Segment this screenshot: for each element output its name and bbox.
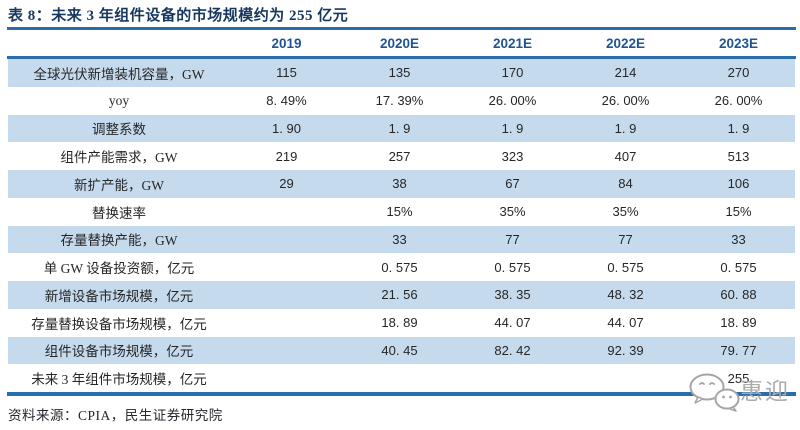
row-label: 未来 3 年组件市场规模，亿元: [31, 372, 207, 388]
table-cell: 1. 9: [501, 120, 524, 136]
table-cell: 0. 575: [381, 259, 418, 275]
table-row: 调整系数 1. 90 1. 9 1. 9 1. 9 1. 9: [8, 114, 795, 143]
row-label: 新扩产能，GW: [74, 177, 164, 193]
table-row: 组件产能需求，GW 219 257 323 407 513: [8, 142, 795, 170]
table-cell: 135: [388, 65, 411, 81]
table-cell: 44. 07: [494, 315, 531, 331]
table-cell: 1. 9: [727, 120, 750, 136]
table-row: 未来 3 年组件市场规模，亿元 255: [8, 364, 795, 392]
table-cell: 44. 07: [607, 315, 644, 331]
table-cell: 0. 575: [494, 259, 531, 275]
table-cell: 35%: [612, 204, 639, 220]
row-label: 全球光伏新增装机容量，GW: [33, 66, 205, 82]
watermark-text: 惠迎: [740, 379, 790, 404]
table-cell: 407: [614, 148, 637, 164]
table-cell: 115: [276, 65, 297, 81]
table-cell: 35%: [499, 204, 526, 220]
table-row: yoy 8. 49% 17. 39% 26. 00% 26. 00% 26. 00%: [8, 86, 795, 115]
table-cell: 18. 89: [720, 315, 757, 331]
table-cell: 26. 00%: [488, 93, 537, 109]
table-cell: 60. 88: [720, 287, 757, 303]
table-bottom-rule: [7, 392, 796, 396]
source-note: 资料来源：CPIA，民生证券研究院: [8, 408, 223, 423]
table-cell: 1. 9: [388, 120, 411, 136]
row-label-column-spacer: [8, 43, 230, 44]
table-cell: 38. 35: [494, 287, 531, 303]
row-label: 调整系数: [92, 122, 146, 138]
table-cell: 8. 49%: [266, 93, 307, 109]
row-label: 新增设备市场规模，亿元: [44, 288, 194, 304]
table-cell: 84: [618, 176, 633, 192]
table-cell: 323: [501, 148, 524, 164]
row-label: 存量替换设备市场规模，亿元: [31, 316, 207, 332]
table-cell: 67: [505, 176, 520, 192]
table-cell: 214: [614, 65, 637, 81]
table-row: 新增设备市场规模，亿元 21. 56 38. 35 48. 32 60. 88: [8, 281, 795, 309]
table-cell: 1. 9: [614, 120, 637, 136]
column-header-2019: 2019: [271, 36, 302, 51]
table-cell: 92. 39: [607, 342, 644, 358]
table-row: 单 GW 设备投资额，亿元 0. 575 0. 575 0. 575 0. 575: [8, 253, 795, 281]
column-header-2021E: 2021E: [492, 36, 533, 51]
row-label: 组件设备市场规模，亿元: [44, 344, 194, 360]
row-label: 组件产能需求，GW: [60, 150, 178, 166]
table-cell: 0. 575: [720, 259, 757, 275]
table-cell: 82. 42: [494, 342, 531, 358]
table-cell: 33: [731, 231, 746, 247]
table-cell: 77: [618, 231, 633, 247]
table-cell: 106: [727, 176, 750, 192]
row-label: 存量替换产能，GW: [60, 233, 178, 249]
table-title: 表 8：未来 3 年组件设备的市场规模约为 255 亿元: [8, 8, 349, 24]
table-cell: 257: [388, 148, 411, 164]
row-label: 替换速率: [92, 205, 146, 221]
row-label: yoy: [108, 92, 130, 108]
table-row: 组件设备市场规模，亿元 40. 45 82. 42 92. 39 79. 77: [8, 336, 795, 365]
table-cell: 18. 89: [381, 315, 418, 331]
table-cell: 219: [275, 148, 298, 164]
table-row: 新扩产能，GW 29 38 67 84 106: [8, 170, 795, 198]
column-header-row: 2019 2020E 2021E 2022E 2023E: [8, 31, 795, 56]
table-cell: 255: [727, 370, 750, 386]
table-cell: 77: [505, 231, 520, 247]
table-cell: 270: [727, 65, 750, 81]
table-row: 存量替换设备市场规模，亿元 18. 89 44. 07 44. 07 18. 89: [8, 308, 795, 337]
table-cell: 21. 56: [381, 287, 418, 303]
table-cell: 33: [392, 231, 407, 247]
column-header-2022E: 2022E: [605, 36, 646, 51]
table-row: 全球光伏新增装机容量，GW 115 135 170 214 270: [8, 59, 795, 87]
wechat-watermark: 惠迎: [688, 372, 790, 412]
title-underline: [7, 27, 796, 30]
table-cell: 17. 39%: [375, 93, 424, 109]
table-cell: 48. 32: [607, 287, 644, 303]
table-body: 全球光伏新增装机容量，GW 115 135 170 214 270 yoy 8. 49% 17.…: [8, 59, 795, 392]
table-cell: 26. 00%: [601, 93, 650, 109]
table-cell: 38: [392, 176, 407, 192]
column-header-2020E: 2020E: [379, 36, 420, 51]
table-cell: 0. 575: [607, 259, 644, 275]
wechat-icon: [689, 373, 740, 412]
table-cell: 15%: [386, 204, 413, 220]
table-cell: 29: [279, 176, 294, 192]
table-row: 存量替换产能，GW 33 77 77 33: [8, 225, 795, 254]
table-cell: 79. 77: [720, 342, 757, 358]
table-cell: 170: [501, 65, 524, 81]
table-row: 替换速率 15% 35% 35% 15%: [8, 197, 795, 226]
table-cell: 1. 90: [272, 120, 301, 136]
table-cell: 26. 00%: [714, 93, 763, 109]
table-cell: 40. 45: [381, 342, 418, 358]
table-cell: 513: [727, 148, 750, 164]
header-underline: [7, 56, 796, 59]
row-label: 单 GW 设备投资额，亿元: [43, 261, 195, 277]
table-cell: 15%: [725, 204, 752, 220]
column-header-2023E: 2023E: [718, 36, 759, 51]
